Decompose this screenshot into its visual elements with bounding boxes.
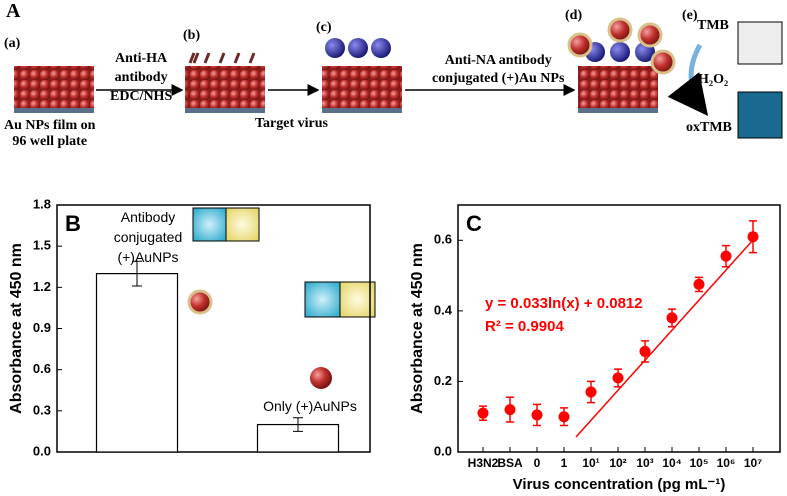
panel-letter: B <box>65 211 81 236</box>
x-tick-label: 10³ <box>636 456 653 470</box>
y-tick-label: 1.8 <box>33 196 51 211</box>
arrows <box>96 43 709 116</box>
data-point <box>585 386 597 398</box>
data-point <box>693 278 705 290</box>
x-tick-label: BSA <box>497 456 523 470</box>
panel-letter: C <box>466 211 482 236</box>
x-tick-label: 10⁴ <box>662 456 681 470</box>
data-point <box>720 250 732 262</box>
y-tick-label: 0.9 <box>33 320 51 335</box>
y-tick-label: 0.6 <box>434 232 452 247</box>
annotation: y = 0.033ln(x) + 0.0812 <box>485 295 643 312</box>
error-bar <box>132 260 142 287</box>
reagent: Anti-HA antibody EDC/NHS <box>110 51 173 104</box>
data-point <box>558 411 570 423</box>
reagent: oxTMB <box>686 120 732 135</box>
plot-frame <box>457 204 781 453</box>
fit-line <box>575 239 754 438</box>
x-tick-label: 10⁶ <box>717 456 736 470</box>
x-tick-label: H3N2 <box>468 456 499 470</box>
x-tick-label: 0 <box>534 456 541 470</box>
annotation: R² = 0.9904 <box>485 318 564 335</box>
caption: Au NPs film on 96 well plate <box>4 118 96 150</box>
x-axis-label: Virus concentration (pg mL⁻¹) <box>513 476 726 493</box>
y-axis-label: Absorbance at 450 nm <box>409 243 426 414</box>
step-label: (c) <box>316 20 332 35</box>
tmb-image <box>737 21 783 65</box>
y-tick-label: 0.6 <box>33 361 51 376</box>
y-tick-label: 1.5 <box>33 238 51 253</box>
panel-letter: A <box>6 0 21 22</box>
y-tick-label: 0.0 <box>434 443 452 458</box>
y-tick-label: 0.2 <box>434 373 452 388</box>
x-tick-label: 1 <box>561 456 568 470</box>
data-point <box>639 345 651 357</box>
step-label: (b) <box>183 28 201 43</box>
reagent: H₂O₂ <box>698 72 729 87</box>
data-point <box>747 231 759 243</box>
data-point <box>612 372 624 384</box>
x-tick-label: 10⁷ <box>744 456 762 470</box>
reagent: Anti-NA antibody conjugated (+)Au NPs <box>432 53 565 87</box>
inset-images <box>187 207 376 389</box>
plates <box>14 17 676 113</box>
y-axis-label: Absorbance at 450 nm <box>8 243 25 414</box>
y-tick-label: 1.2 <box>33 279 51 294</box>
step-label: (a) <box>4 36 21 51</box>
y-tick-label: 0.3 <box>33 402 51 417</box>
x-tick-label: 10² <box>609 456 626 470</box>
x-tick-label: 10¹ <box>582 456 599 470</box>
data-point <box>477 407 489 419</box>
oxtmb-image <box>737 91 783 139</box>
step-label: (e) <box>682 8 698 23</box>
x-tick-label: 10⁵ <box>690 456 709 470</box>
category-label: Only (+)AuNPs <box>263 398 357 414</box>
category-label: Antibody conjugated (+)AuNPs <box>113 209 183 265</box>
bar <box>95 273 179 453</box>
data-point <box>504 404 516 416</box>
data-point <box>531 409 543 421</box>
y-tick-label: 0.4 <box>434 302 453 317</box>
data-point <box>666 312 678 324</box>
step-label: (d) <box>565 8 583 23</box>
y-tick-label: 0.0 <box>33 443 51 458</box>
reagent: TMB <box>697 18 729 33</box>
caption: Target virus <box>255 116 328 131</box>
error-bar <box>293 417 303 432</box>
